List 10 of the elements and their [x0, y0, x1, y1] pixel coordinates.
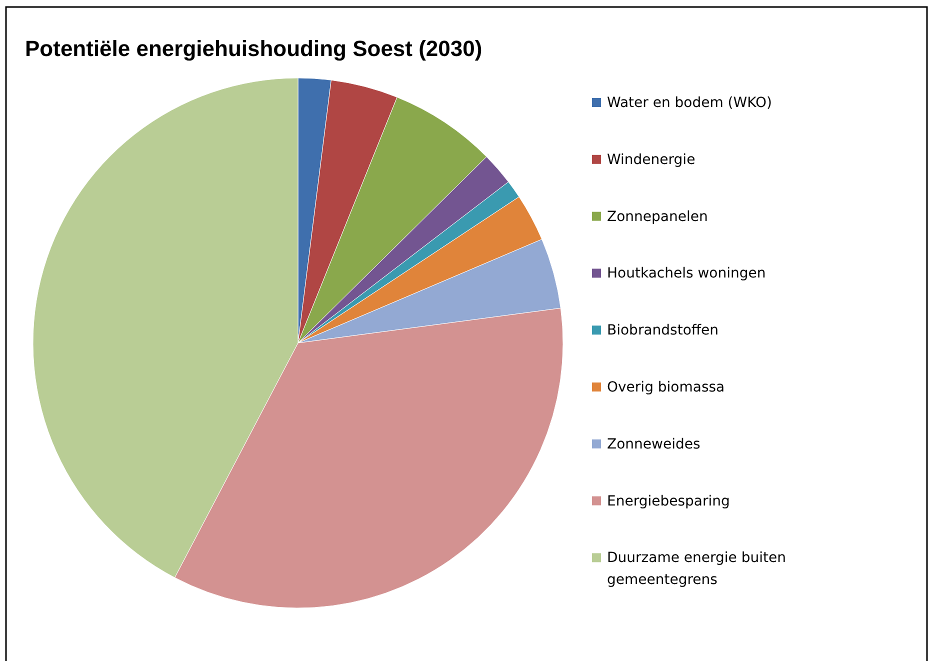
- legend-label: Zonneweides: [607, 436, 700, 452]
- legend-label: Houtkachels woningen: [607, 266, 766, 282]
- legend-label: Duurzame energie buiten gemeentegrens: [607, 550, 786, 588]
- legend-label: Energiebesparing: [607, 493, 730, 510]
- legend-label: Biobrandstoffen: [607, 322, 719, 339]
- legend-label: Windenergie: [607, 152, 696, 168]
- legend-label: Water en bodem (WKO): [607, 95, 772, 111]
- chart-title: Potentiële energiehuishouding Soest (2030): [25, 36, 482, 61]
- legend-label: Zonnepanelen: [607, 208, 708, 225]
- legend-label: Overig biomassa: [607, 380, 725, 396]
